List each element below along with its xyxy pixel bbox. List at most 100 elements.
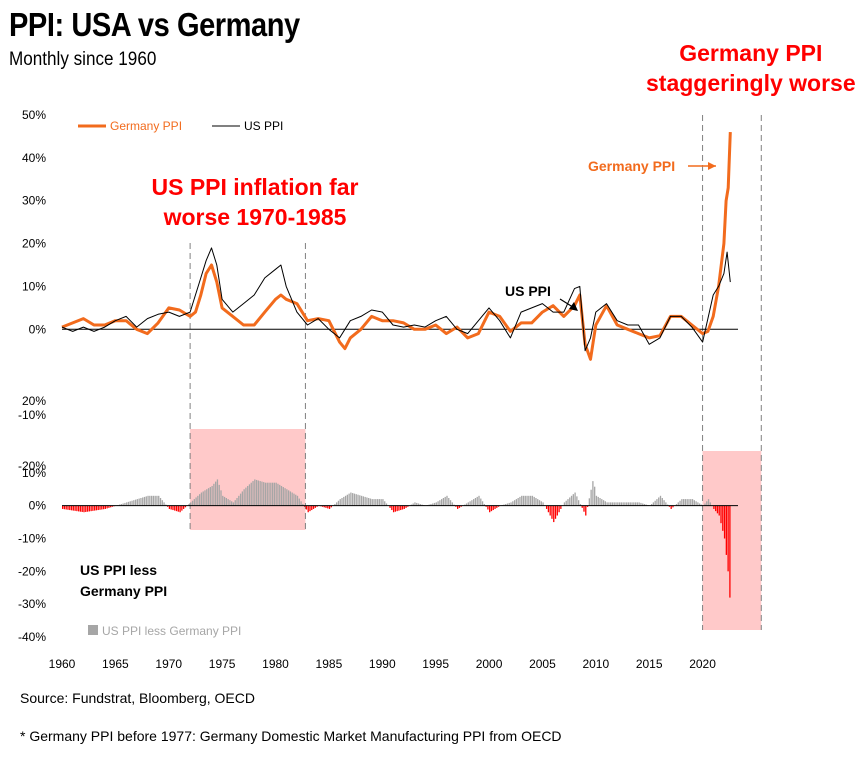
y-tick-label-top: 50% <box>22 108 46 122</box>
diff-bar <box>297 496 298 506</box>
diff-bar <box>603 500 604 505</box>
diff-bar <box>694 500 695 505</box>
diff-bar <box>469 501 470 505</box>
x-tick-label: 1985 <box>316 657 343 671</box>
diff-bar <box>599 498 600 506</box>
diff-bar <box>372 499 373 506</box>
diff-bar <box>90 506 91 511</box>
diff-bar <box>715 506 716 511</box>
diff-bar <box>181 506 182 511</box>
diff-bar <box>69 506 70 510</box>
diff-bar <box>729 506 730 598</box>
diff-bar <box>487 506 488 510</box>
diff-bar <box>210 487 211 506</box>
diff-bar <box>576 496 577 505</box>
x-tick-label: 2010 <box>582 657 609 671</box>
diff-bar <box>265 483 266 506</box>
diff-bar <box>240 494 241 506</box>
diff-bar <box>402 506 403 510</box>
diff-bar <box>683 499 684 506</box>
y-tick-label-top: 0% <box>29 322 47 336</box>
diff-bar <box>356 494 357 505</box>
shaded-period-1 <box>190 429 305 530</box>
diff-bar <box>176 506 177 511</box>
diff-bar <box>293 494 294 506</box>
diff-bar <box>103 506 104 510</box>
diff-bar <box>270 483 271 506</box>
y-tick-label-bottom: -10% <box>18 532 46 546</box>
diff-bar <box>489 506 490 513</box>
x-tick-label: 1995 <box>422 657 449 671</box>
diff-bar <box>692 499 693 506</box>
diff-bar <box>199 494 200 505</box>
diff-bar <box>140 498 141 506</box>
diff-bar <box>655 501 656 506</box>
diff-bar <box>290 491 291 505</box>
diff-bar <box>589 498 590 505</box>
diff-bar <box>397 506 398 511</box>
diff-bar <box>308 506 309 513</box>
diff-bar <box>512 501 513 505</box>
diff-bar <box>258 480 259 505</box>
diff-bar <box>590 490 591 506</box>
footnote: * Germany PPI before 1977: Germany Domes… <box>20 728 562 744</box>
diff-bar <box>350 493 351 506</box>
diff-bar <box>101 506 102 510</box>
y-tick-label-bottom: -40% <box>18 630 46 644</box>
diff-bar <box>245 488 246 506</box>
diff-bar <box>156 496 157 506</box>
diff-bar <box>158 496 159 506</box>
diff-bar <box>242 491 243 505</box>
diff-bar <box>395 506 396 512</box>
diff-bar <box>162 500 163 505</box>
diff-bar <box>251 483 252 506</box>
y-tick-label-top: 40% <box>22 151 46 165</box>
diff-bar <box>267 483 268 506</box>
diff-bar <box>80 506 81 512</box>
diff-bar <box>247 486 248 506</box>
diff-bar <box>363 496 364 505</box>
diff-bar <box>553 506 554 522</box>
diff-bar <box>393 506 394 513</box>
diff-bar <box>300 501 301 505</box>
diff-bar <box>708 499 709 506</box>
diff-bar <box>243 489 244 505</box>
diff-bar <box>368 498 369 506</box>
diff-bar <box>687 499 688 506</box>
diff-bar <box>471 500 472 505</box>
diff-bar <box>227 499 228 506</box>
y-tick-label-bottom: 20% <box>22 394 46 408</box>
us-ppi-line <box>62 248 730 351</box>
diff-bar <box>548 506 549 513</box>
y-tick-label-secondary: -20% <box>18 459 46 473</box>
diff-bar <box>446 496 447 506</box>
diff-bar <box>64 506 65 510</box>
diff-bar <box>445 497 446 506</box>
x-tick-label: 1975 <box>209 657 236 671</box>
diff-bar <box>364 497 365 506</box>
diff-bar <box>73 506 74 511</box>
diff-bar <box>224 497 225 506</box>
diff-bar <box>530 496 531 506</box>
us-ppi-callout: US PPI <box>505 283 551 299</box>
y-tick-label-bottom: -30% <box>18 597 46 611</box>
diff-bar <box>391 506 392 510</box>
diff-bar <box>201 493 202 506</box>
diff-bar <box>137 499 138 506</box>
diff-bar <box>82 506 83 512</box>
diff-bar <box>254 479 255 505</box>
diff-label-line2: Germany PPI <box>80 583 167 599</box>
y-tick-label-top: 20% <box>22 237 46 251</box>
diff-bar <box>217 479 218 505</box>
diff-bar <box>338 501 339 506</box>
diff-bar <box>592 481 593 506</box>
diff-bar <box>76 506 77 511</box>
diff-bar <box>341 498 342 506</box>
diff-bar <box>352 493 353 506</box>
diff-bar <box>519 497 520 506</box>
diff-bar <box>598 497 599 506</box>
diff-bar <box>596 496 597 506</box>
diff-bar <box>681 499 682 506</box>
diff-bar <box>299 499 300 506</box>
diff-bar <box>480 499 481 506</box>
